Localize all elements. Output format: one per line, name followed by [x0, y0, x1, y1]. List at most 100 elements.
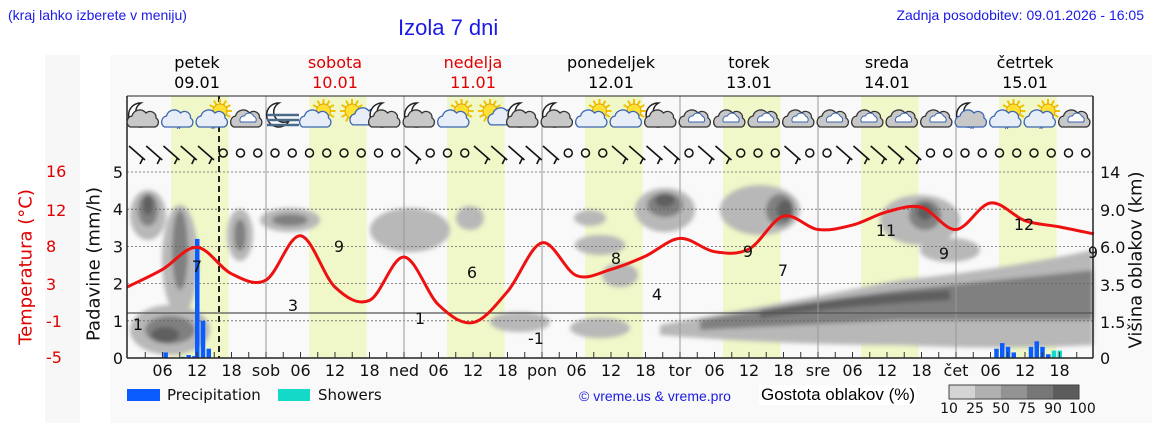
- wind-barb-icon: [852, 145, 871, 165]
- day-name: nedelja: [443, 53, 503, 72]
- svg-text:4: 4: [113, 200, 123, 219]
- temp-tick: -1: [46, 312, 62, 331]
- day-date: 13.01: [726, 73, 772, 92]
- wind-barb-icon: [490, 145, 508, 165]
- wind-barbs-row: [128, 145, 1091, 165]
- wind-barb-icon: [714, 145, 733, 165]
- wind-barb-icon: [197, 145, 215, 165]
- svg-text:1: 1: [133, 315, 143, 334]
- svg-text:06: 06: [842, 361, 862, 380]
- chart-title: Izola 7 dni: [398, 15, 499, 40]
- svg-text:06: 06: [152, 361, 172, 380]
- wind-barb-icon: [525, 145, 543, 165]
- day-name: ponedeljek: [567, 53, 655, 72]
- svg-text:9: 9: [334, 237, 344, 256]
- svg-text:7: 7: [192, 257, 202, 276]
- sun-cloud-icon: [437, 99, 474, 128]
- day-header-6: četrtek 15.01: [965, 53, 1085, 93]
- day-name: sobota: [307, 53, 363, 72]
- calm-wind-icon: [736, 148, 746, 158]
- svg-text:6.0: 6.0: [1100, 238, 1125, 257]
- day-header-2: nedelja 11.01: [413, 53, 533, 93]
- svg-text:″: ″: [211, 125, 216, 138]
- legend-showers: Showers: [318, 386, 382, 404]
- calm-wind-icon: [1012, 148, 1022, 158]
- cloud-icon: [747, 109, 781, 128]
- svg-text:čet: čet: [944, 361, 969, 380]
- density-step-label: 10: [940, 401, 958, 417]
- calm-wind-icon: [235, 148, 246, 158]
- wind-barb-icon: [145, 145, 163, 165]
- svg-text:3.5: 3.5: [1100, 276, 1125, 295]
- moon-cloud-icon: [540, 102, 574, 128]
- density-step-label: 50: [992, 401, 1010, 417]
- svg-text:3: 3: [288, 296, 298, 315]
- svg-text:18: 18: [359, 361, 379, 380]
- wind-barb-icon: [663, 145, 681, 165]
- svg-text:9.0: 9.0: [1100, 201, 1125, 220]
- cloud-icon: [920, 109, 953, 128]
- precip-axis-ticks: 5 4 3 2 1 0: [113, 163, 123, 368]
- sun-cloud-rain-icon: ″: [989, 99, 1026, 138]
- wind-barb-icon: [904, 145, 922, 165]
- wind-barb-icon: [507, 145, 526, 165]
- calm-wind-icon: [1063, 148, 1074, 158]
- calm-wind-icon: [1081, 148, 1091, 158]
- calm-wind-icon: [977, 148, 987, 158]
- wind-barb-icon: [473, 145, 491, 165]
- day-date: 09.01: [174, 73, 220, 92]
- wind-barb-icon: [645, 145, 664, 165]
- moon-fog-icon: [265, 102, 299, 128]
- calm-wind-icon: [373, 148, 384, 158]
- day-name: petek: [174, 53, 220, 72]
- svg-text:18: 18: [911, 361, 931, 380]
- legend-precipitation: Precipitation: [167, 386, 261, 404]
- svg-text:″: ″: [970, 125, 975, 138]
- calm-wind-icon: [822, 148, 832, 158]
- copyright-link[interactable]: © vreme.us & vreme.pro: [579, 388, 731, 404]
- sun-cloud-icon: [609, 99, 646, 128]
- svg-text:″: ″: [1039, 125, 1044, 138]
- wind-barb-icon: [128, 145, 146, 165]
- wind-barb-icon: [162, 145, 181, 165]
- density-step-label: 25: [966, 401, 984, 417]
- svg-text:ned: ned: [389, 361, 419, 380]
- day-header-1: sobota 10.01: [275, 53, 395, 93]
- showers-swatch: [278, 389, 310, 401]
- calm-wind-icon: [960, 148, 970, 158]
- sun-cloud-icon: [299, 99, 336, 128]
- calm-wind-icon: [442, 148, 453, 158]
- svg-text:12: 12: [187, 361, 207, 380]
- calm-wind-icon: [218, 148, 228, 158]
- svg-text:12: 12: [1014, 215, 1034, 234]
- calm-wind-icon: [753, 148, 763, 158]
- svg-text:5: 5: [113, 163, 123, 182]
- svg-text:12: 12: [463, 361, 483, 380]
- calm-wind-icon: [770, 148, 780, 158]
- moon-cloud-icon: [644, 102, 677, 128]
- day-name: četrtek: [996, 53, 1054, 72]
- svg-text:″: ″: [177, 125, 182, 138]
- wind-barb-icon: [887, 145, 905, 165]
- wind-barb-icon: [628, 145, 646, 165]
- svg-text:1.5: 1.5: [1100, 313, 1125, 332]
- day-header-5: sreda 14.01: [827, 53, 947, 93]
- svg-text:pon: pon: [527, 361, 557, 380]
- cloud-icon: [782, 109, 815, 128]
- svg-text:2: 2: [113, 275, 123, 294]
- svg-text:0: 0: [1100, 349, 1110, 368]
- cloud-icon: [851, 109, 884, 128]
- calm-wind-icon: [994, 148, 1005, 158]
- svg-text:3: 3: [113, 237, 123, 256]
- x-minor-ticks: [144, 352, 1078, 358]
- day-header-3: ponedeljek 12.01: [551, 53, 671, 93]
- day-name: torek: [728, 53, 770, 72]
- calm-wind-icon: [580, 148, 591, 158]
- density-step-label: 75: [1018, 401, 1036, 417]
- wind-barb-icon: [542, 145, 560, 165]
- svg-text:8: 8: [611, 249, 621, 268]
- cloud-icon: [885, 109, 919, 128]
- cloud-icon: [713, 109, 746, 128]
- cloud-rain-icon: ″: [161, 109, 194, 138]
